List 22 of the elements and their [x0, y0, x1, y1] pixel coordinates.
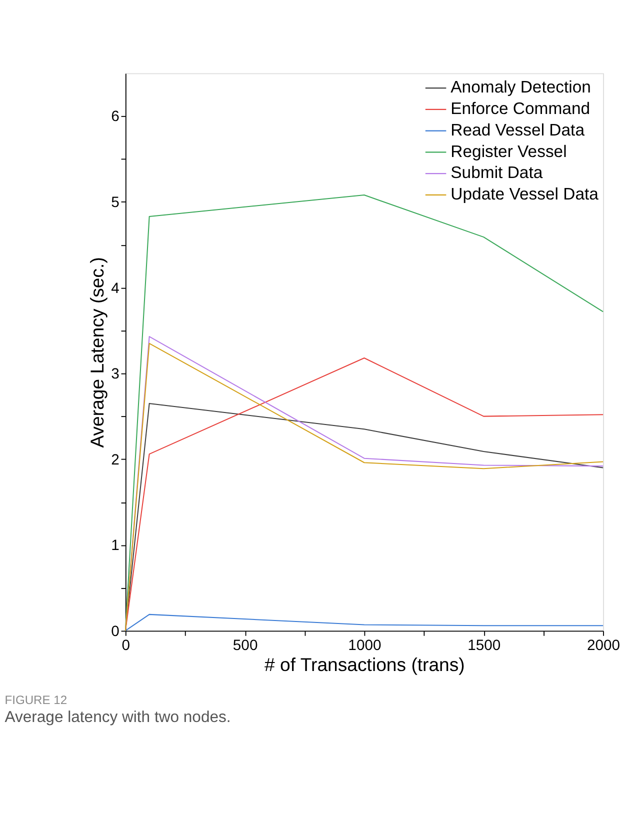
x-axis-title: # of Transactions (trans) [264, 654, 465, 676]
y-tick-label: 3 [111, 366, 120, 383]
caption: FIGURE 12 [4, 693, 68, 708]
legend-label: Enforce Command [450, 99, 590, 118]
x-tick-label: 0 [122, 638, 130, 654]
legend-label: Register Vessel [450, 142, 567, 161]
y-tick-label: 0 [111, 624, 120, 640]
x-tick-label: 1500 [468, 638, 501, 654]
y-tick-label: 4 [111, 280, 120, 297]
x-tick-label: 1000 [348, 638, 382, 654]
y-axis-title: Average Latency (sec.) [86, 257, 108, 448]
y-tick-label: 5 [111, 194, 120, 211]
legend-label: Submit Data [450, 163, 544, 182]
x-tick-label: 500 [232, 638, 258, 654]
text: Average latency with two nodes. [4, 708, 231, 726]
y-tick-label: 6 [111, 109, 120, 126]
legend-label: Read Vessel Data [450, 120, 586, 140]
x-tick-label: 2000 [586, 638, 620, 654]
legend-label: Update Vessel Data [450, 184, 600, 204]
legend-label: Anomaly Detection [450, 78, 591, 97]
y-tick-label: 1 [111, 538, 120, 554]
y-tick-label: 2 [111, 452, 120, 468]
